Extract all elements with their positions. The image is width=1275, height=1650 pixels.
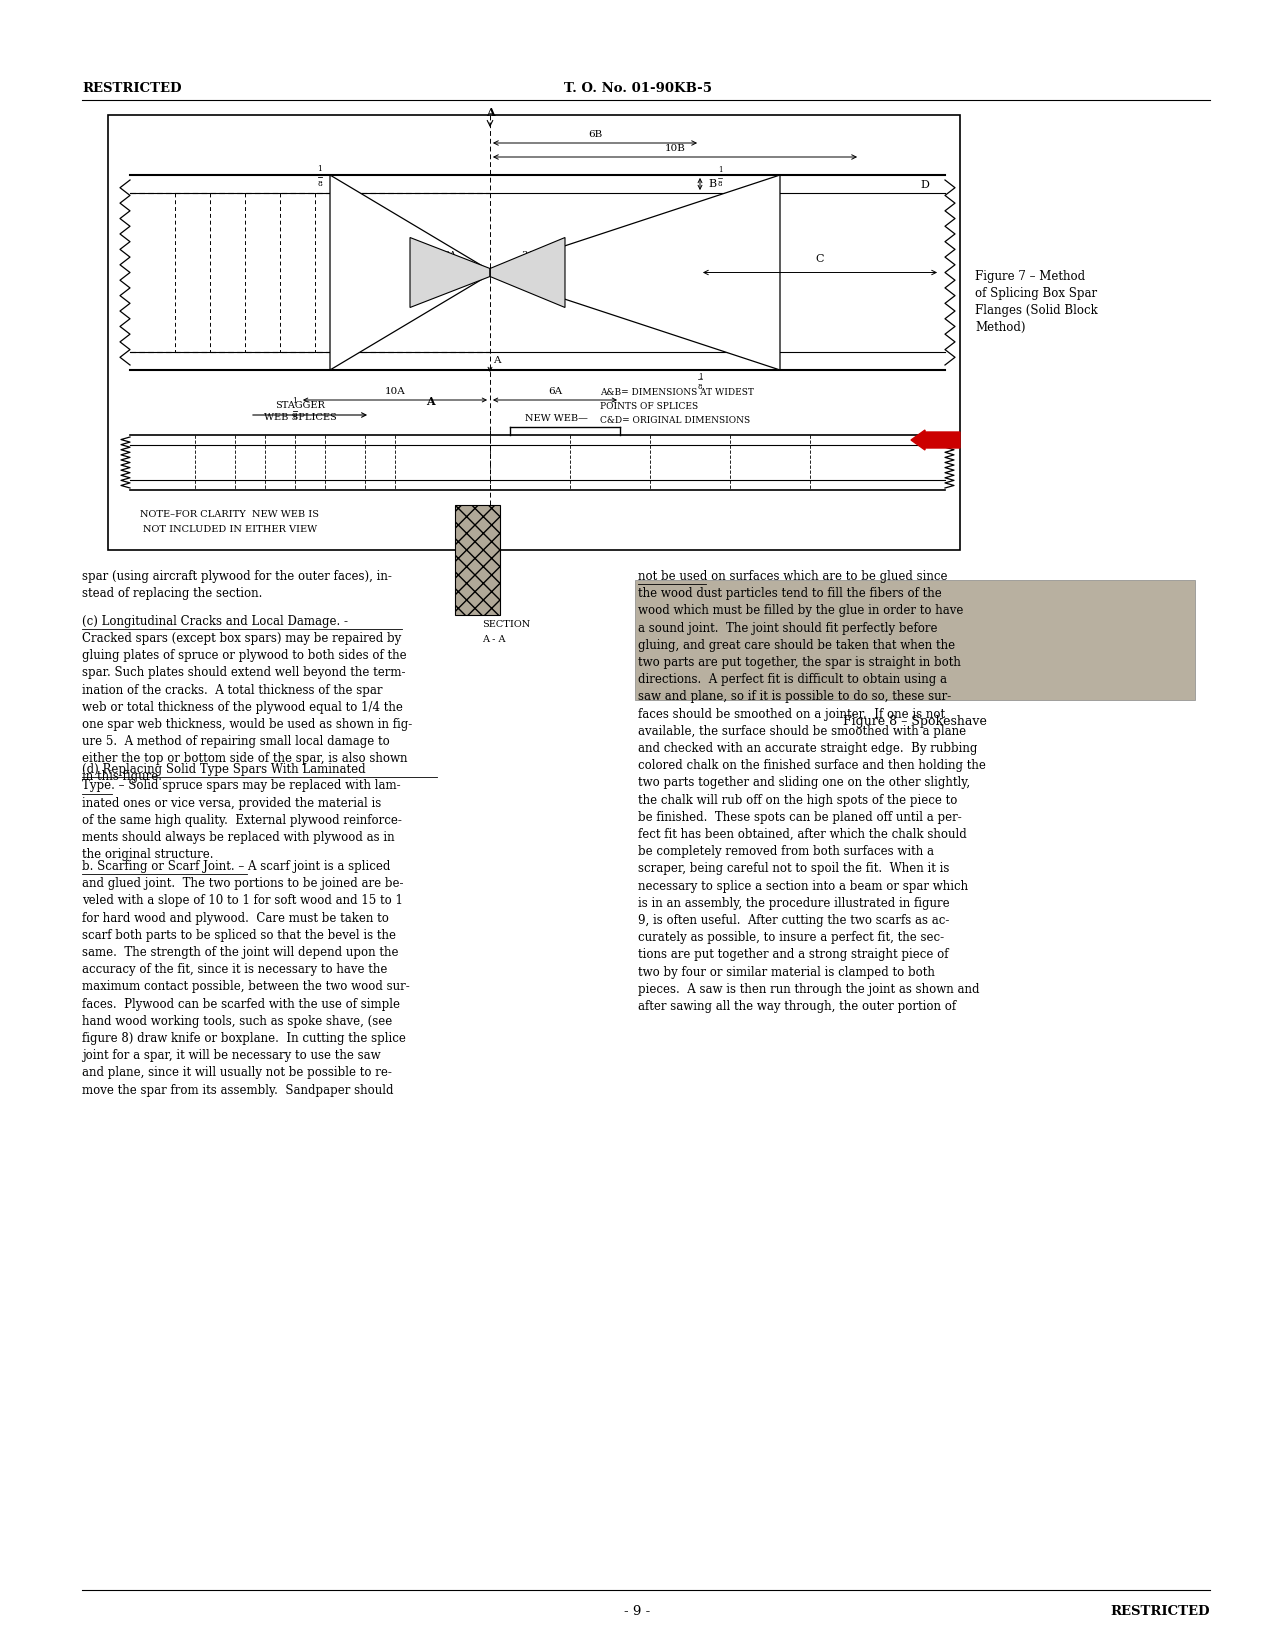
Text: Method): Method) — [975, 322, 1025, 333]
Text: 1: 1 — [718, 167, 722, 173]
Polygon shape — [330, 175, 490, 370]
Text: A: A — [486, 107, 495, 119]
Text: Cracked spars (except box spars) may be repaired by
gluing plates of spruce or p: Cracked spars (except box spars) may be … — [82, 632, 412, 782]
Text: 10A: 10A — [385, 388, 405, 396]
Text: C: C — [816, 254, 824, 264]
Text: A - A: A - A — [482, 635, 506, 644]
Text: STAGGER: STAGGER — [275, 401, 325, 409]
Text: 1: 1 — [697, 373, 703, 381]
Text: T. O. No. 01-90KB-5: T. O. No. 01-90KB-5 — [564, 82, 711, 96]
Text: Figure 8 – Spokeshave: Figure 8 – Spokeshave — [843, 714, 987, 728]
Text: 1: 1 — [292, 398, 297, 404]
Text: NOT INCLUDED IN EITHER VIEW: NOT INCLUDED IN EITHER VIEW — [143, 525, 317, 535]
Text: - 9 -: - 9 - — [625, 1605, 650, 1619]
Bar — [455, 505, 500, 615]
Text: RESTRICTED: RESTRICTED — [82, 82, 181, 96]
Text: A: A — [493, 356, 501, 365]
Text: Type. – Solid spruce spars may be replaced with lam-
inated ones or vice versa, : Type. – Solid spruce spars may be replac… — [82, 779, 402, 861]
Text: C&D= ORIGINAL DIMENSIONS: C&D= ORIGINAL DIMENSIONS — [601, 416, 750, 426]
Polygon shape — [490, 238, 565, 307]
Text: 6A: 6A — [548, 388, 562, 396]
Text: 8: 8 — [317, 180, 323, 188]
Text: not be used on surfaces which are to be glued since
the wood dust particles tend: not be used on surfaces which are to be … — [638, 569, 986, 1013]
Text: A: A — [426, 396, 435, 408]
Text: SECTION: SECTION — [482, 620, 530, 629]
Text: 8: 8 — [718, 180, 722, 188]
Text: NOTE–FOR CLARITY  NEW WEB IS: NOTE–FOR CLARITY NEW WEB IS — [140, 510, 320, 520]
Text: 8: 8 — [292, 412, 297, 421]
Polygon shape — [411, 238, 490, 307]
Text: 3A: 3A — [521, 251, 534, 261]
Text: (d) Replacing Solid Type Spars With Laminated: (d) Replacing Solid Type Spars With Lami… — [82, 762, 366, 776]
Text: spar (using aircraft plywood for the outer faces), in-
stead of replacing the se: spar (using aircraft plywood for the out… — [82, 569, 391, 601]
Text: 10B: 10B — [664, 144, 686, 153]
Text: 6B: 6B — [588, 130, 602, 139]
Text: WEB SPLICES: WEB SPLICES — [264, 412, 337, 422]
Text: Flanges (Solid Block: Flanges (Solid Block — [975, 304, 1098, 317]
Text: RESTRICTED: RESTRICTED — [1111, 1605, 1210, 1619]
Text: Figure 7 – Method: Figure 7 – Method — [975, 271, 1085, 284]
Text: (c) Longitudinal Cracks and Local Damage. -: (c) Longitudinal Cracks and Local Damage… — [82, 615, 348, 629]
Text: 8: 8 — [697, 383, 703, 391]
Text: D: D — [921, 180, 929, 190]
Text: NEW WEB—: NEW WEB— — [525, 414, 588, 422]
Text: POINTS OF SPLICES: POINTS OF SPLICES — [601, 403, 699, 411]
Text: of Splicing Box Spar: of Splicing Box Spar — [975, 287, 1096, 300]
Text: A&B= DIMENSIONS AT WIDEST: A&B= DIMENSIONS AT WIDEST — [601, 388, 754, 398]
Text: 3A: 3A — [444, 251, 456, 261]
Polygon shape — [490, 175, 780, 370]
Text: b. Scarfing or Scarf Joint. – A scarf joint is a spliced
and glued joint.  The t: b. Scarfing or Scarf Joint. – A scarf jo… — [82, 860, 409, 1097]
Bar — [635, 581, 1195, 700]
Bar — [108, 116, 960, 549]
Text: 1: 1 — [317, 165, 323, 173]
Text: B: B — [708, 178, 717, 190]
FancyArrow shape — [912, 431, 960, 450]
